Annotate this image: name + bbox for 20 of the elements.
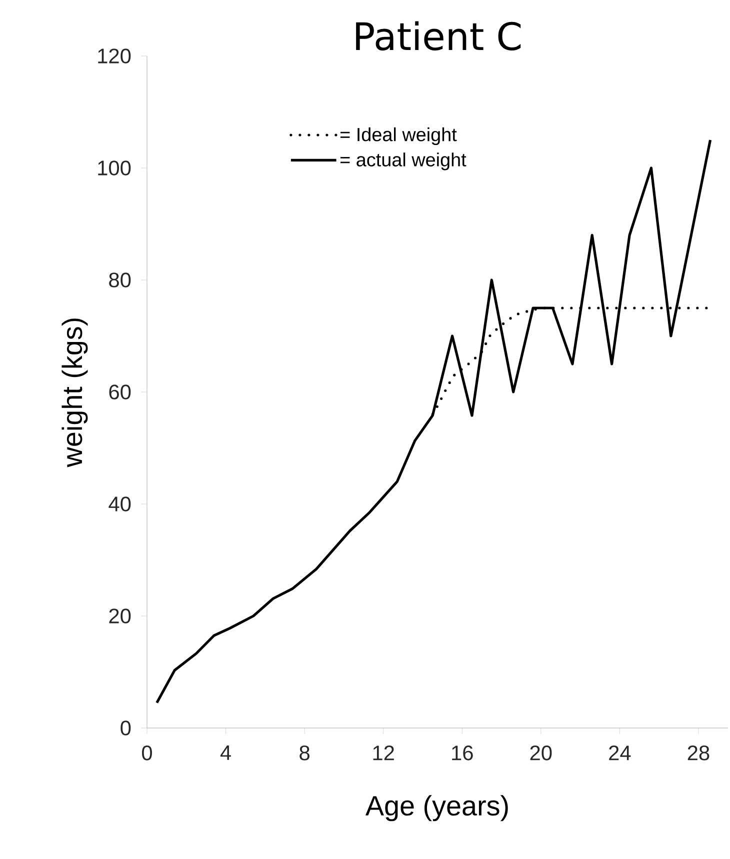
legend-label: = Ideal weight — [340, 127, 457, 146]
x-tick-label: 4 — [220, 746, 231, 760]
y-tick-label: 100 — [98, 160, 131, 176]
legend-label: = actual weight — [340, 152, 466, 170]
x-tick-label: 24 — [609, 746, 631, 760]
x-tick-label: 0 — [142, 746, 152, 760]
y-tick-label: 120 — [98, 48, 131, 64]
y-tick-label: 20 — [109, 608, 131, 624]
y-tick-label: 40 — [108, 496, 131, 512]
x-tick-label: 20 — [530, 746, 552, 760]
y-axis-title: weight (kgs) — [62, 318, 88, 468]
x-tick-label: 16 — [452, 746, 473, 760]
y-tick-label: 0 — [120, 720, 131, 736]
x-axis-title: Age (years) — [365, 795, 508, 822]
chart-title: Patient C — [356, 21, 521, 50]
x-tick-label: 12 — [373, 746, 394, 760]
x-tick-label: 28 — [688, 746, 710, 760]
y-tick-label: 80 — [109, 272, 131, 288]
x-tick-label: 8 — [300, 746, 310, 760]
y-tick-label: 60 — [109, 384, 131, 400]
